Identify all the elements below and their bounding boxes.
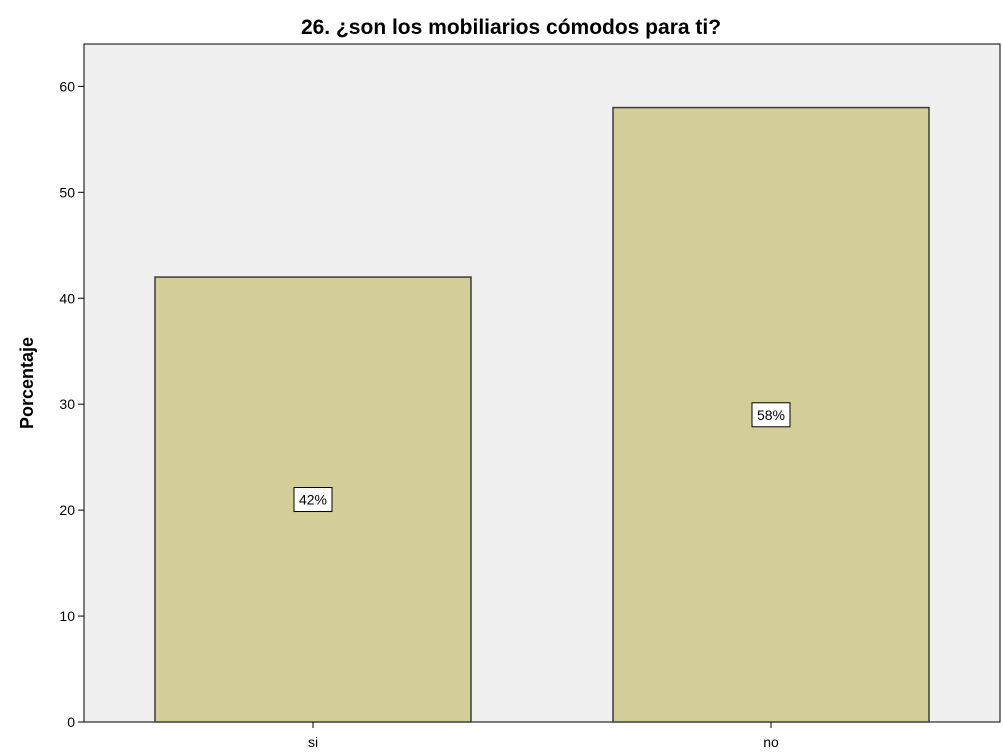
y-tick-label: 20 (59, 502, 75, 518)
y-tick-label: 40 (59, 290, 75, 306)
chart-title: 26. ¿son los mobiliarios cómodos para ti… (301, 16, 721, 39)
data-label: 42% (299, 492, 327, 508)
y-tick-label: 10 (59, 608, 75, 624)
data-label: 58% (757, 407, 785, 423)
y-tick-label: 60 (59, 78, 75, 94)
bars: 42% 58% (154, 106, 930, 723)
y-axis-label: Porcentaje (17, 337, 37, 429)
y-axis-ticks: 0 10 20 30 40 50 60 (59, 78, 84, 730)
y-tick-label: 30 (59, 396, 75, 412)
data-label-box (293, 487, 333, 513)
x-tick-label: no (763, 734, 779, 750)
x-axis-ticks: si no (308, 722, 779, 750)
data-label-box (751, 402, 791, 428)
y-tick-label: 0 (67, 714, 75, 730)
y-tick-label: 50 (59, 184, 75, 200)
x-tick-label: si (308, 734, 318, 750)
